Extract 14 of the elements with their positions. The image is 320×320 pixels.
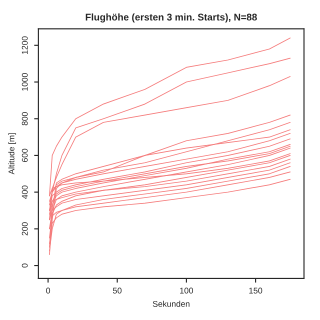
y-tick-label: 1000 — [22, 73, 28, 91]
y-axis-title: Altitude [m] — [8, 133, 16, 174]
x-tick-label: 0 — [46, 288, 50, 294]
x-tick-label: 100 — [180, 288, 194, 294]
x-tick-label: 50 — [112, 288, 122, 294]
y-tick-label: 1200 — [22, 36, 28, 54]
y-tick-label: 400 — [22, 186, 28, 199]
y-tick-label: 800 — [22, 112, 28, 126]
x-axis-title: Sekunden — [152, 300, 190, 307]
y-tick-label: 600 — [22, 148, 28, 162]
y-tick-label: 200 — [22, 222, 28, 236]
chart-title: Flughöhe (ersten 3 min. Starts), N=88 — [86, 13, 257, 23]
y-tick-label: 0 — [22, 264, 28, 268]
x-tick-label: 150 — [249, 288, 262, 294]
